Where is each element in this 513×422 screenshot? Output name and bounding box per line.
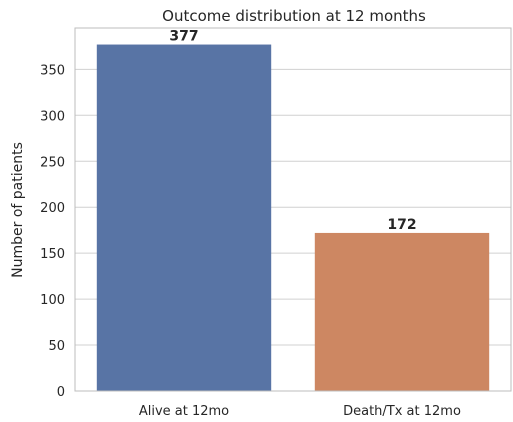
bar: [96, 44, 272, 391]
x-tick-label: Alive at 12mo: [139, 404, 229, 419]
x-axis-ticks: Alive at 12mo Death/Tx at 12mo: [139, 404, 461, 419]
y-tick-label: 0: [57, 385, 65, 400]
y-axis-ticks: 0 50 100 150 200 250 300 350: [40, 63, 65, 400]
chart-title: Outcome distribution at 12 months: [162, 7, 426, 25]
y-tick-label: 350: [40, 63, 65, 78]
y-tick-label: 150: [40, 247, 65, 262]
bars: [96, 44, 490, 391]
x-tick-label: Death/Tx at 12mo: [343, 404, 461, 419]
bar-value-label: 377: [169, 29, 198, 45]
y-tick-label: 50: [48, 339, 65, 354]
y-tick-label: 200: [40, 201, 65, 216]
y-tick-label: 250: [40, 155, 65, 170]
y-axis-label: Number of patients: [10, 142, 26, 278]
plot-frame: [74, 27, 512, 392]
bar: [314, 232, 490, 391]
y-tick-label: 300: [40, 109, 65, 124]
bar-value-label: 172: [387, 217, 416, 233]
y-tick-label: 100: [40, 293, 65, 308]
bar-value-labels: 377 172: [169, 29, 416, 233]
